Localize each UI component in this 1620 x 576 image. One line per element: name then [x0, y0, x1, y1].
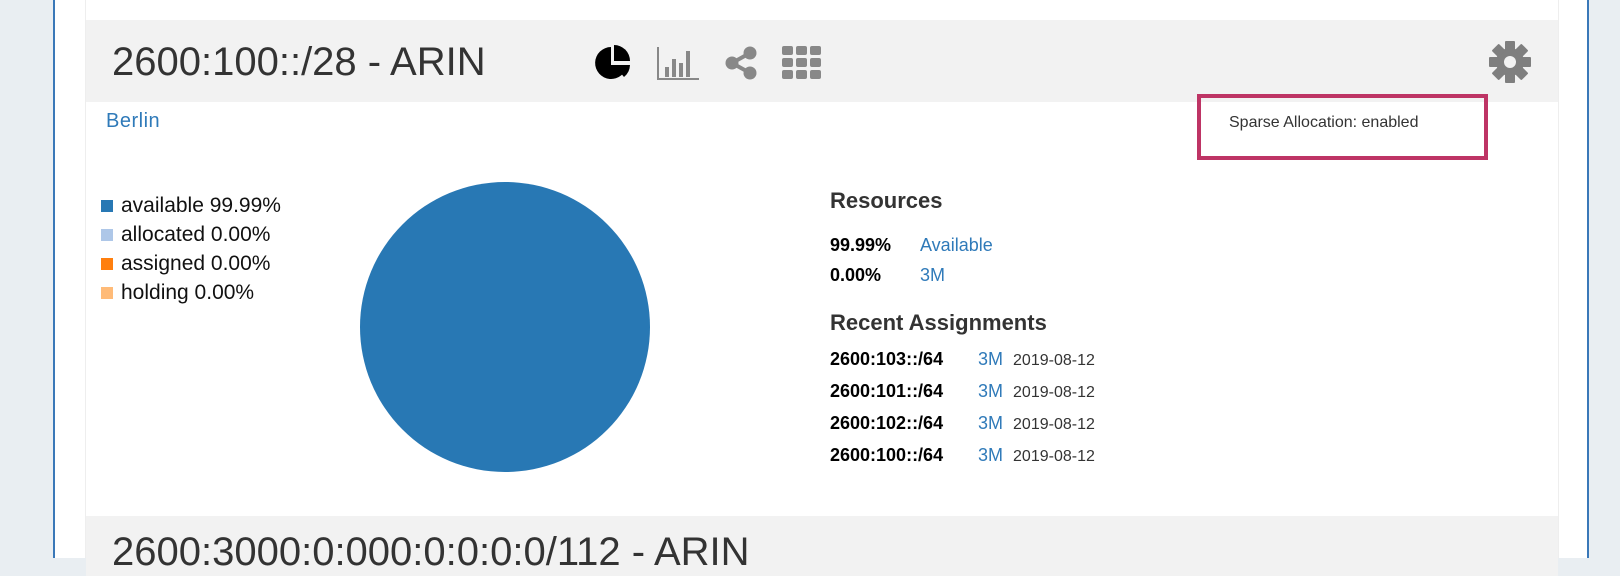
assignment-owner-link[interactable]: 3M	[978, 381, 1004, 401]
pie-slice-available	[360, 182, 650, 472]
assignment-date: 2019-08-12	[1013, 352, 1095, 369]
assignment-row: 2600:101::/64 3M 2019-08-12	[830, 376, 1095, 408]
legend-swatch	[101, 286, 113, 299]
legend-swatch	[101, 228, 113, 241]
legend-item: allocated 0.00%	[101, 220, 281, 249]
legend-swatch	[101, 199, 113, 212]
legend-swatch	[101, 257, 113, 270]
legend-label: holding 0.00%	[121, 281, 255, 304]
resource-row: 99.99% Available	[830, 230, 1095, 260]
sparse-allocation-status: Sparse Allocation: enabled	[1197, 94, 1488, 160]
assignment-owner-link[interactable]: 3M	[978, 349, 1004, 369]
legend-item: holding 0.00%	[101, 278, 281, 307]
pie-legend: available 99.99% allocated 0.00% assigned …	[101, 191, 281, 307]
resource-percent: 99.99%	[830, 235, 892, 255]
legend-item: assigned 0.00%	[101, 249, 281, 278]
legend-label: available 99.99%	[121, 194, 281, 217]
assignment-row: 2600:103::/64 3M 2019-08-12	[830, 344, 1095, 376]
sparse-allocation-text: Sparse Allocation: enabled	[1229, 114, 1419, 131]
assignment-network: 2600:100::/64	[830, 445, 944, 465]
legend-label: assigned 0.00%	[121, 252, 271, 275]
pie-chart-icon[interactable]	[594, 44, 632, 82]
legend-item: available 99.99%	[101, 191, 281, 220]
assignment-row: 2600:100::/64 3M 2019-08-12	[830, 440, 1095, 472]
assignment-network: 2600:101::/64	[830, 381, 944, 401]
resources-panel: Resources 99.99% Available 0.00% 3M Recent …	[830, 188, 1095, 472]
resource-link[interactable]: Available	[920, 235, 993, 255]
assignment-date: 2019-08-12	[1013, 384, 1095, 401]
assignment-row: 2600:102::/64 3M 2019-08-12	[830, 408, 1095, 440]
grid-icon[interactable]	[782, 46, 822, 80]
pie-chart	[360, 182, 650, 472]
block-title: 2600:100::/28 - ARIN	[112, 40, 486, 84]
assignment-network: 2600:102::/64	[830, 413, 944, 433]
resource-percent: 0.00%	[830, 265, 882, 285]
resource-link[interactable]: 3M	[920, 265, 946, 285]
next-block-title: 2600:3000:0:000:0:0:0:0/112 - ARIN	[112, 530, 750, 574]
recent-assignments-heading: Recent Assignments	[830, 310, 1047, 335]
next-block-header: 2600:3000:0:000:0:0:0:0/112 - ARIN	[86, 516, 1558, 576]
assignment-owner-link[interactable]: 3M	[978, 413, 1004, 433]
page-frame: 2600:100::/28 - ARIN Berlin available 99…	[53, 0, 1589, 576]
assignment-date: 2019-08-12	[1013, 448, 1095, 465]
resource-row: 0.00% 3M	[830, 260, 1095, 290]
block-header: 2600:100::/28 - ARIN	[86, 20, 1558, 102]
resources-heading: Resources	[830, 188, 943, 213]
assignment-network: 2600:103::/64	[830, 349, 944, 369]
bar-chart-icon[interactable]	[656, 45, 700, 81]
block-card: 2600:100::/28 - ARIN Berlin available 99…	[85, 0, 1559, 576]
legend-label: allocated 0.00%	[121, 223, 271, 246]
share-icon[interactable]	[724, 45, 758, 81]
assignment-owner-link[interactable]: 3M	[978, 445, 1004, 465]
assignment-date: 2019-08-12	[1013, 416, 1095, 433]
gear-icon[interactable]	[1488, 40, 1532, 84]
location-link[interactable]: Berlin	[106, 110, 161, 132]
